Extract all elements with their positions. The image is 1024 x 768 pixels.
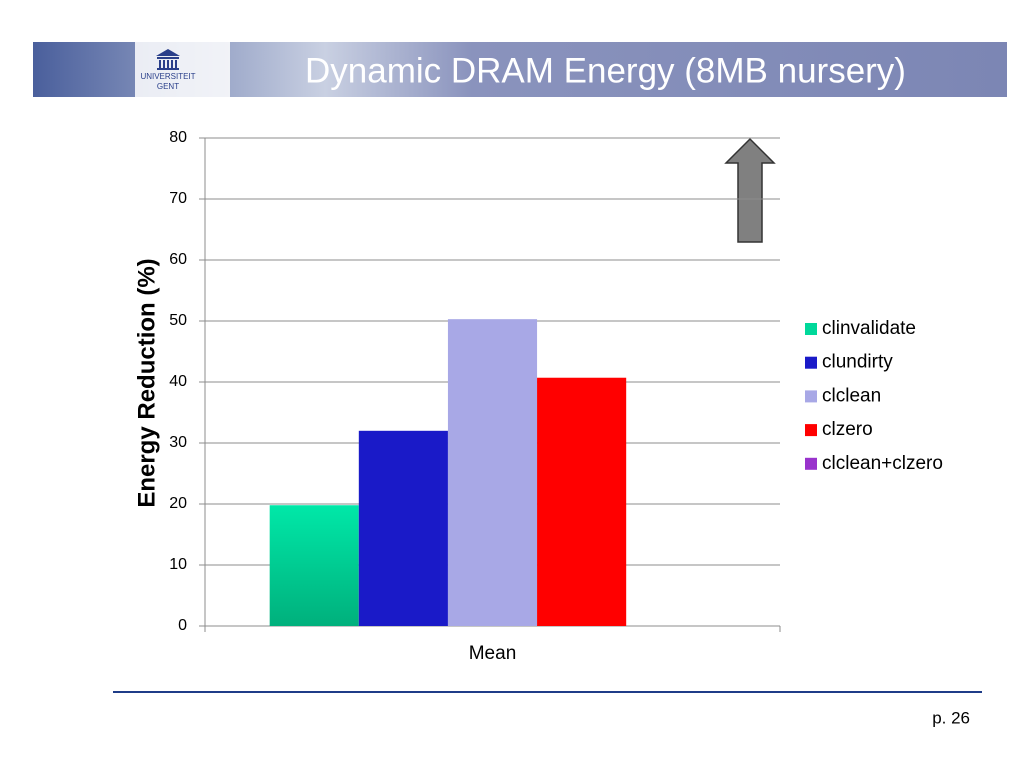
legend-label: clinvalidate	[822, 318, 916, 339]
y-tick-label: 10	[169, 556, 187, 573]
legend-swatch	[805, 356, 817, 369]
legend-swatch	[805, 390, 817, 403]
y-tick-label: 40	[169, 373, 187, 390]
logo-text: UNIVERSITEIT	[140, 72, 195, 81]
y-tick-label: 30	[169, 434, 187, 451]
logo-text: GENT	[157, 82, 179, 91]
legend-label: clclean	[822, 385, 881, 406]
bar	[358, 430, 448, 626]
legend-label: clclean+clzero	[822, 453, 943, 474]
bar	[447, 319, 538, 626]
logo-icon	[156, 49, 180, 70]
legend-label: clundirty	[822, 352, 893, 373]
logo-bg	[135, 42, 230, 97]
bar	[269, 505, 359, 626]
legend-label: clzero	[822, 419, 873, 440]
y-tick-label: 70	[169, 190, 187, 207]
slide-title: Dynamic DRAM Energy (8MB nursery)	[305, 51, 906, 90]
legend-swatch	[805, 424, 817, 437]
y-axis-label: Energy Reduction (%)	[133, 258, 160, 507]
y-tick-label: 80	[169, 129, 187, 146]
page-number: p. 26	[932, 708, 970, 727]
legend-swatch	[805, 323, 817, 335]
bar	[537, 377, 627, 626]
y-tick-label: 60	[169, 251, 187, 268]
y-tick-label: 20	[169, 495, 187, 512]
y-tick-label: 0	[178, 617, 187, 634]
up-arrow	[724, 137, 776, 243]
legend-swatch	[805, 457, 817, 470]
x-tick-label: Mean	[469, 643, 517, 664]
y-tick-label: 50	[169, 312, 187, 329]
